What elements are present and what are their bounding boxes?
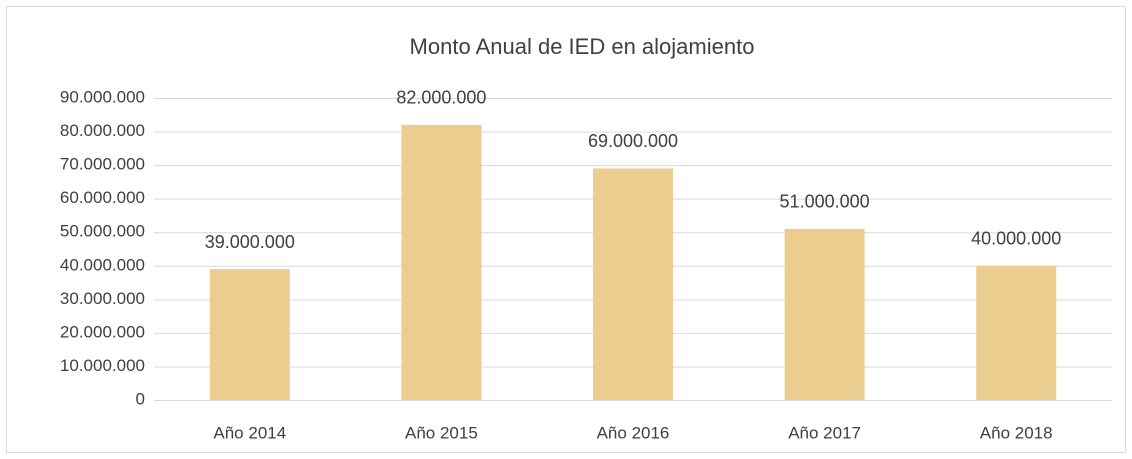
data-label: 69.000.000: [588, 131, 678, 151]
bar: [593, 168, 673, 400]
x-tick-label: Año 2018: [980, 423, 1053, 442]
y-tick-label: 20.000.000: [60, 322, 145, 341]
x-tick-label: Año 2015: [405, 423, 478, 442]
y-tick-label: 10.000.000: [60, 356, 145, 375]
data-label: 39.000.000: [205, 232, 295, 252]
data-label: 51.000.000: [780, 192, 870, 212]
x-tick-label: Año 2014: [213, 423, 286, 442]
y-tick-label: 0: [136, 389, 145, 408]
bar: [784, 228, 865, 400]
bar: [401, 124, 482, 400]
bar: [976, 265, 1057, 400]
y-tick-label: 90.000.000: [60, 87, 145, 106]
x-tick-label: Año 2016: [597, 423, 670, 442]
chart-border: [6, 6, 1126, 453]
y-tick-label: 50.000.000: [60, 222, 145, 241]
x-tick-label: Año 2017: [788, 423, 861, 442]
y-tick-label: 70.000.000: [60, 155, 145, 174]
data-label: 82.000.000: [396, 88, 486, 108]
chart-title: Monto Anual de IED en alojamiento: [410, 34, 755, 59]
y-tick-label: 80.000.000: [60, 121, 145, 140]
data-label: 40.000.000: [971, 229, 1061, 249]
bar: [209, 269, 290, 400]
y-tick-label: 60.000.000: [60, 188, 145, 207]
y-tick-label: 30.000.000: [60, 289, 145, 308]
y-tick-label: 40.000.000: [60, 255, 145, 274]
